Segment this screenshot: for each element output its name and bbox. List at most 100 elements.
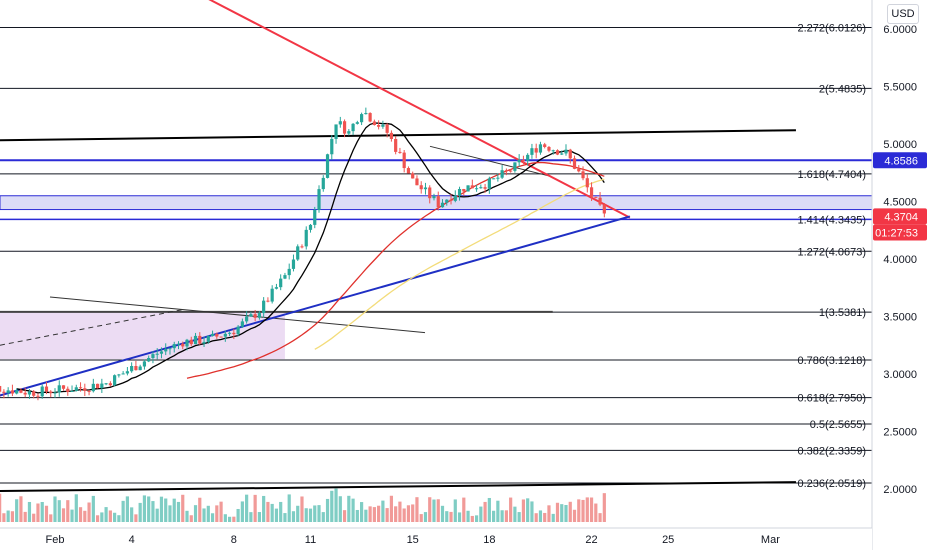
candle-body [168, 348, 172, 350]
volume-bar [113, 512, 117, 522]
volume-bar [330, 490, 334, 522]
candle-body [500, 170, 504, 178]
volume-bar [304, 508, 308, 522]
volume-bar [296, 505, 300, 522]
volume-bar [470, 515, 474, 522]
volume-bar [551, 513, 555, 522]
candle-body [415, 178, 419, 186]
candle-body [138, 366, 142, 371]
volume-bar [134, 514, 138, 522]
volume-bar [534, 513, 538, 522]
volume-bar [568, 501, 572, 522]
candle-body [245, 316, 249, 322]
candle-body [317, 189, 321, 210]
volume-bar [594, 503, 598, 522]
volume-bar [338, 496, 342, 522]
volume-bar [53, 496, 57, 522]
candle-body [462, 189, 466, 192]
volume-bar [270, 503, 274, 522]
volume-bar [509, 497, 513, 522]
candle-body [287, 268, 291, 276]
candle-body [253, 314, 257, 318]
candle-body [325, 154, 330, 178]
volume-bar [87, 502, 91, 522]
candle-body [74, 387, 78, 391]
volume-bar [210, 513, 215, 522]
volume-bar [577, 499, 581, 522]
volume-bar [245, 494, 249, 522]
volume-bar [0, 493, 2, 522]
volume-bar [555, 502, 560, 522]
volume-bar [402, 508, 406, 522]
candle-body [594, 196, 598, 198]
candle-body [330, 138, 334, 155]
candle-body [44, 386, 49, 392]
candle-body [432, 196, 436, 199]
volume-bar [159, 496, 164, 522]
currency-label[interactable]: USD [887, 4, 919, 24]
candle-body [40, 386, 44, 397]
volume-bar [198, 497, 202, 522]
volume-bar [504, 510, 508, 522]
candle-body [70, 390, 74, 392]
candle-body [27, 391, 32, 395]
candle-body [453, 195, 457, 201]
candle-body [249, 314, 253, 317]
time-tick-label: 25 [662, 534, 674, 546]
candle-body [296, 246, 300, 260]
volume-bar [283, 513, 287, 522]
volume-bar [227, 516, 232, 522]
candle-body [440, 202, 445, 208]
candle-body [176, 343, 181, 345]
candle-body [61, 385, 66, 389]
volume-bar [74, 494, 78, 522]
candle-body [53, 392, 57, 394]
volume-bar [78, 507, 83, 522]
volume-bar [474, 515, 479, 522]
candle-body [543, 144, 547, 147]
price-tick-label: 2.5000 [883, 427, 917, 439]
volume-bar [364, 509, 368, 522]
time-tick-label: Feb [46, 534, 65, 546]
candle-body [15, 390, 19, 394]
volume-bar [287, 494, 291, 522]
time-axis: Feb 4 8 11 15 18 22 25 Mar [0, 527, 872, 550]
volume-bar [411, 504, 415, 522]
candle-body [517, 159, 521, 163]
volume-bar [189, 515, 193, 522]
candle-body [108, 383, 112, 386]
time-tick-label: 15 [407, 534, 419, 546]
fib-lines [0, 27, 872, 484]
volume-bar [526, 498, 530, 522]
candle-body [381, 124, 385, 127]
candle-body [419, 185, 423, 190]
blue-level-tag: 4.8586 [884, 155, 918, 167]
price-tick-label: 5.0000 [883, 139, 917, 151]
volume-bar [415, 497, 419, 522]
candle-body [240, 321, 244, 327]
volume-bar [172, 498, 176, 522]
candle-body [257, 313, 261, 318]
candle-body [83, 388, 87, 391]
volume-bar [266, 501, 270, 522]
candle-body [198, 335, 202, 344]
volume-bar [432, 499, 436, 522]
price-tags: 4.8586 4.3704 01:27:53 [873, 152, 927, 241]
volume-bar [142, 495, 147, 522]
candle-body [49, 391, 53, 393]
volume-bar [61, 508, 66, 522]
candle-body [360, 114, 364, 123]
volume-bar [117, 515, 121, 522]
candle-body [377, 125, 381, 127]
trendline-lower_horizontal [0, 481, 796, 493]
volume-bar [291, 511, 296, 522]
volume-bar [419, 514, 423, 522]
pennant-line [49, 296, 426, 334]
volume-bar [334, 488, 338, 522]
candle-body [172, 344, 176, 349]
time-axis-bg [0, 528, 872, 550]
volume-bar [483, 501, 487, 522]
candle-body [372, 121, 376, 126]
